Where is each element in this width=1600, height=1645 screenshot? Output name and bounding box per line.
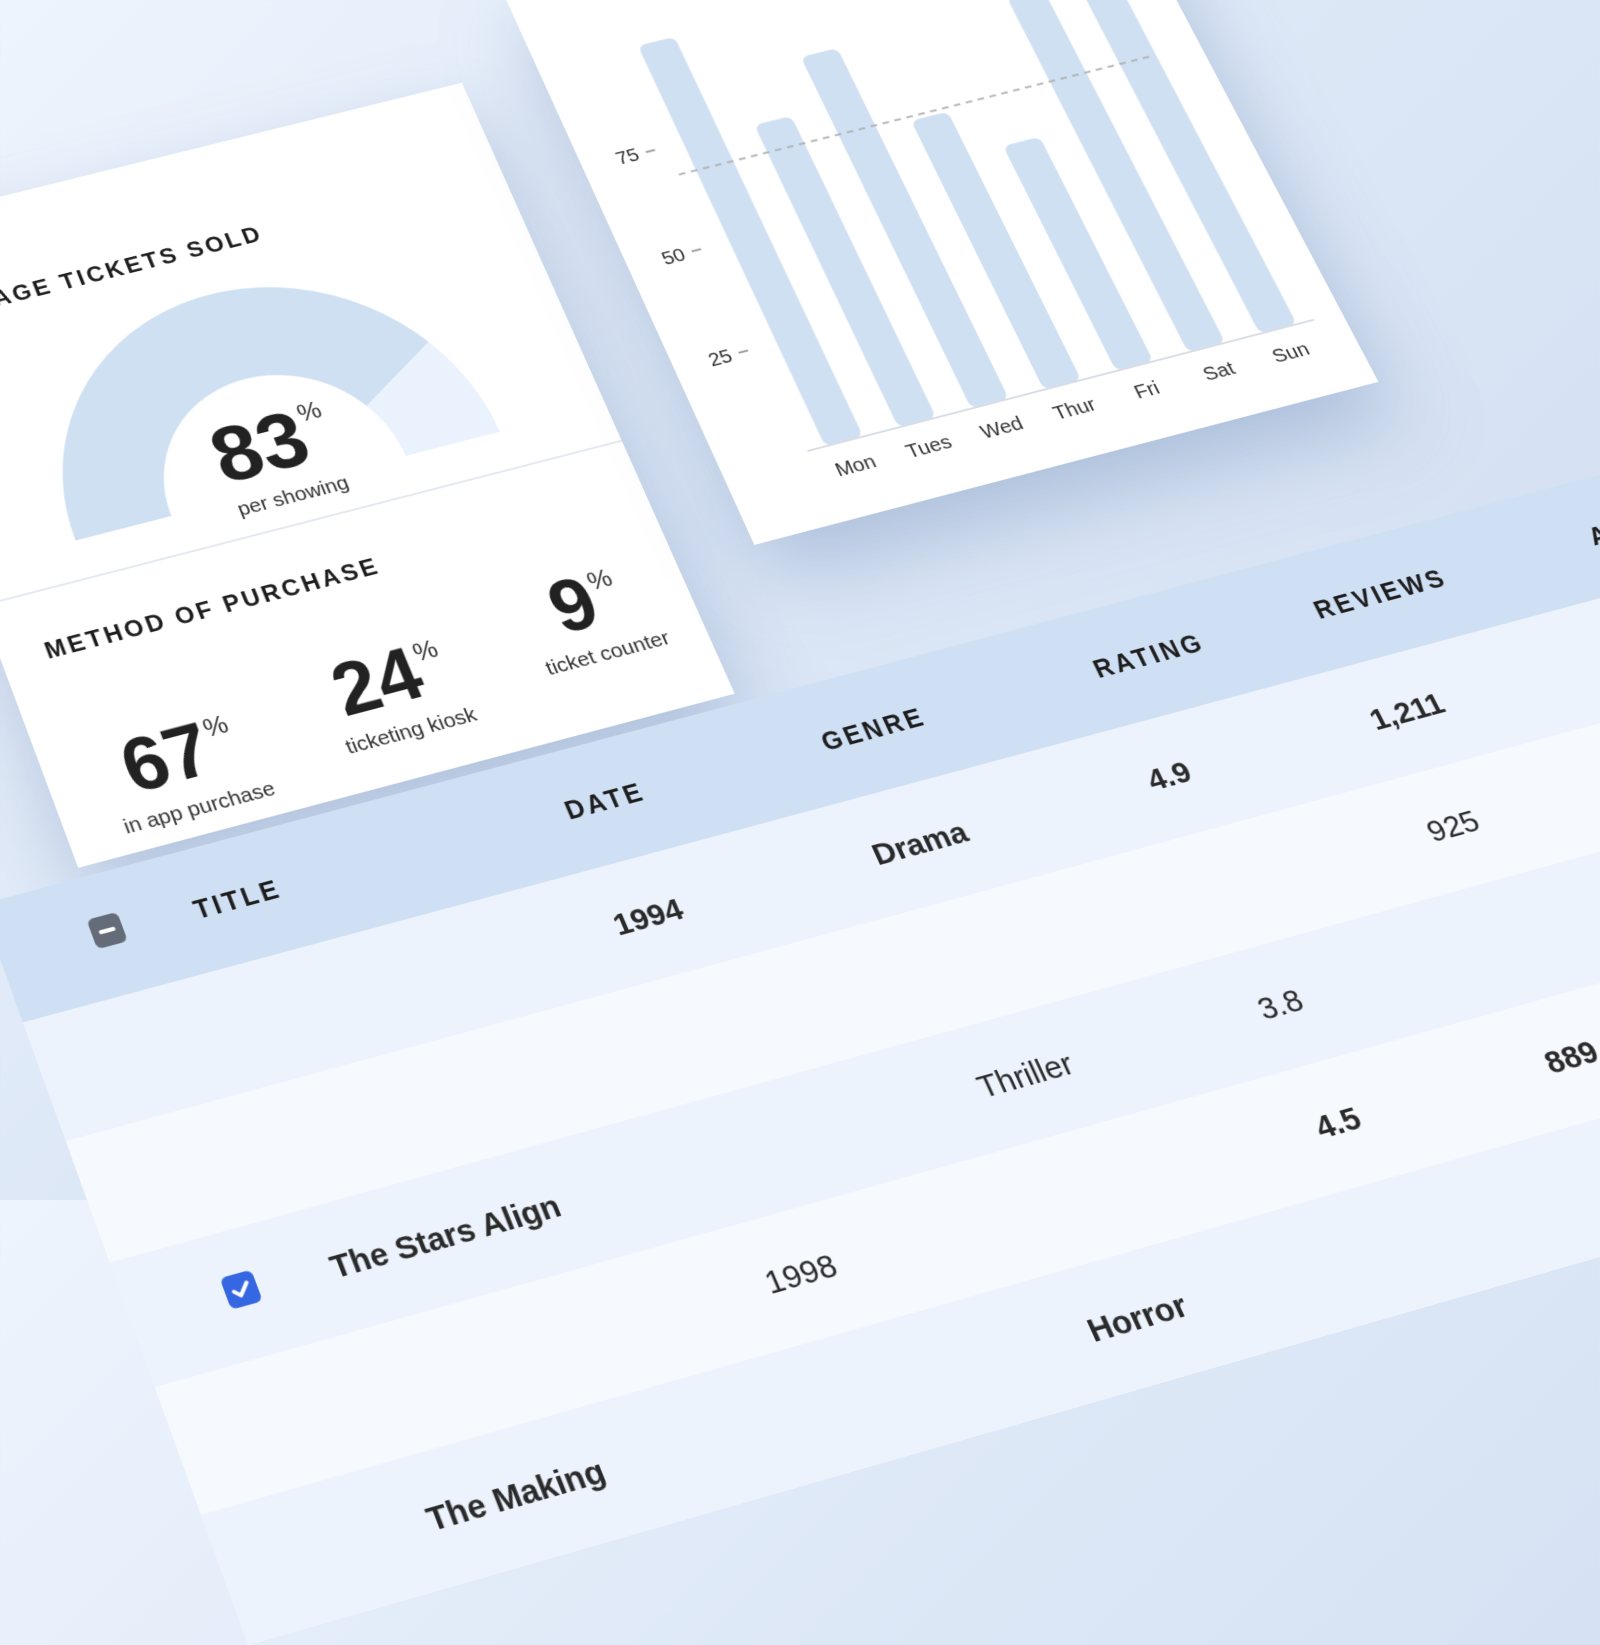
method-item-app: 67% in app purchase	[66, 693, 305, 846]
y-tick	[692, 249, 701, 251]
x-tick-label: Tues	[902, 431, 955, 463]
weekly-bar-chart: 25 50 75 Mon Tues Wed Thur Fri Sat Sun	[506, 0, 1378, 545]
y-tick-label: 75	[613, 145, 643, 169]
cell-reviews: 1,211	[1364, 687, 1451, 738]
cell-genre: Thriller	[972, 1046, 1080, 1106]
cell-reviews: 889	[1538, 1034, 1600, 1082]
column-header-awards[interactable]: AWARDS	[1583, 494, 1600, 552]
x-tick-label: Fri	[1130, 377, 1163, 403]
column-header-rating[interactable]: RATING	[1089, 629, 1210, 685]
column-header-reviews[interactable]: REVIEWS	[1309, 564, 1452, 625]
cell-date: 1994	[608, 892, 689, 943]
x-tick-label: Wed	[977, 413, 1027, 444]
method-item-kiosk: 24% ticketing kiosk	[277, 618, 515, 769]
column-header-date[interactable]: DATE	[560, 778, 649, 826]
x-tick-label: Thur	[1049, 394, 1100, 425]
method-label: ticket counter	[505, 617, 710, 691]
method-title: METHOD OF PURCHASE	[41, 553, 385, 665]
cell-rating: 3.8	[1252, 983, 1310, 1028]
cell-date: 1998	[759, 1248, 843, 1303]
weekly-chart-card: 25 50 75 Mon Tues Wed Thur Fri Sat Sun	[506, 0, 1378, 545]
select-all-checkbox[interactable]	[86, 912, 130, 957]
cell-genre: Drama	[867, 816, 974, 874]
row-checkbox[interactable]	[220, 1270, 266, 1319]
cell-genre: Horror	[1082, 1287, 1194, 1350]
x-tick-label: Mon	[832, 451, 880, 481]
cell-reviews: 925	[1421, 804, 1486, 850]
cell-title: The Stars Align	[325, 1188, 567, 1287]
column-header-title[interactable]: TITLE	[190, 875, 286, 926]
y-tick-label: 25	[705, 346, 736, 371]
method-item-counter: 9% ticket counter	[473, 542, 710, 690]
y-tick-label: 50	[658, 244, 689, 269]
cell-rating: 4.5	[1309, 1101, 1368, 1147]
minus-icon	[86, 912, 127, 949]
x-tick-label: Sun	[1268, 339, 1313, 368]
checkmark-icon	[220, 1270, 263, 1310]
y-tick	[646, 150, 655, 152]
cell-title: The Making	[421, 1453, 611, 1540]
x-tick-label: Sat	[1199, 358, 1239, 386]
dashboard-scene: AVERAGE TICKETS SOLD 83% per showing MET…	[0, 0, 1600, 1468]
y-tick	[739, 350, 748, 352]
cell-rating: 4.9	[1141, 755, 1197, 798]
column-header-genre[interactable]: GENRE	[817, 703, 931, 757]
